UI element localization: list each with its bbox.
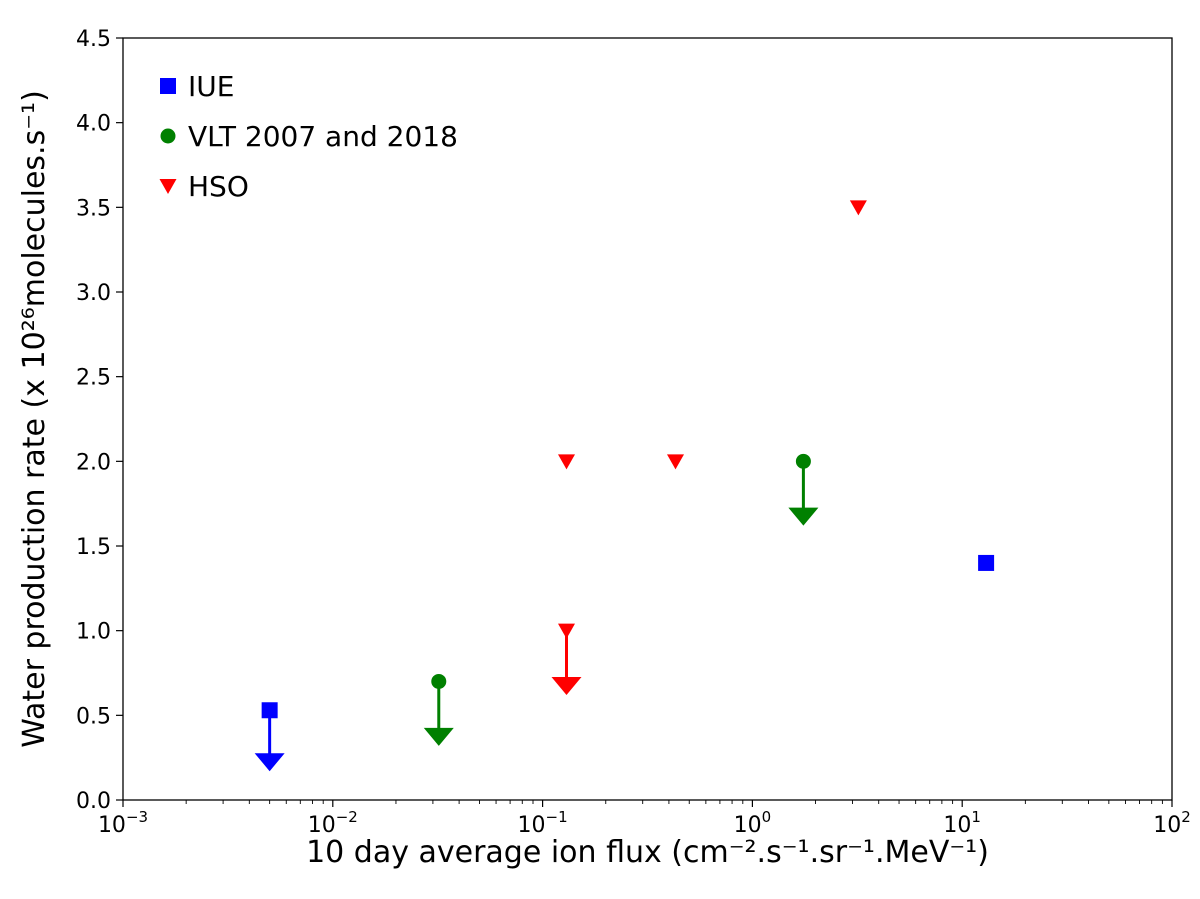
- data-point: [431, 673, 447, 689]
- upper-limit-arrowhead: [551, 677, 582, 696]
- data-point: [558, 623, 576, 639]
- y-tick-label: 2.5: [76, 366, 111, 391]
- data-point: [849, 200, 867, 216]
- y-tick-label: 0.0: [76, 789, 111, 814]
- y-axis-label: Water production rate (x 10²⁶molecules.s…: [17, 90, 52, 748]
- data-point: [558, 454, 576, 470]
- y-tick-label: 4.5: [76, 27, 111, 52]
- x-axis-ticks: 10−3 10−2 10−1 100 101 102: [98, 800, 1191, 838]
- y-tick-label: 1.0: [76, 620, 111, 645]
- x-tick-label: 102: [1153, 808, 1191, 838]
- x-tick-label: 100: [734, 808, 772, 838]
- y-tick-label: 4.0: [76, 112, 111, 137]
- x-tick-label: 10−2: [308, 808, 358, 838]
- legend-label: HSO: [188, 170, 249, 203]
- upper-limit-arrowhead: [254, 753, 285, 772]
- legend-marker: [160, 78, 176, 94]
- data-marks: [254, 200, 995, 772]
- series-vlt-2007-and-2018: [423, 453, 819, 746]
- legend: IUE VLT 2007 and 2018 HSO: [159, 70, 458, 203]
- y-tick-label: 3.5: [76, 196, 111, 221]
- upper-limit-arrowhead: [423, 727, 454, 746]
- legend-label: IUE: [188, 70, 234, 103]
- data-point: [795, 453, 811, 469]
- legend-marker: [160, 128, 176, 144]
- data-point: [978, 554, 995, 571]
- data-point: [667, 454, 685, 470]
- x-tick-label: 10−3: [98, 808, 148, 838]
- series-hso: [551, 200, 867, 696]
- x-axis-label: 10 day average ion flux (cm⁻².s⁻¹.sr⁻¹.M…: [306, 835, 989, 870]
- y-tick-label: 1.5: [76, 535, 111, 560]
- legend-label: VLT 2007 and 2018: [188, 120, 458, 153]
- x-tick-label: 10−1: [518, 808, 568, 838]
- y-tick-label: 2.0: [76, 450, 111, 475]
- series-iue: [254, 554, 995, 772]
- legend-marker: [159, 179, 177, 194]
- upper-limit-arrowhead: [788, 507, 819, 526]
- x-tick-label: 101: [943, 808, 981, 838]
- y-tick-label: 3.0: [76, 281, 111, 306]
- y-axis-ticks: 0.0 0.5 1.0 1.5 2.0 2.5 3.0 3.5 4.0 4.5: [76, 27, 123, 814]
- y-tick-label: 0.5: [76, 704, 111, 729]
- plot-frame: [122, 37, 1173, 801]
- data-point: [261, 702, 278, 719]
